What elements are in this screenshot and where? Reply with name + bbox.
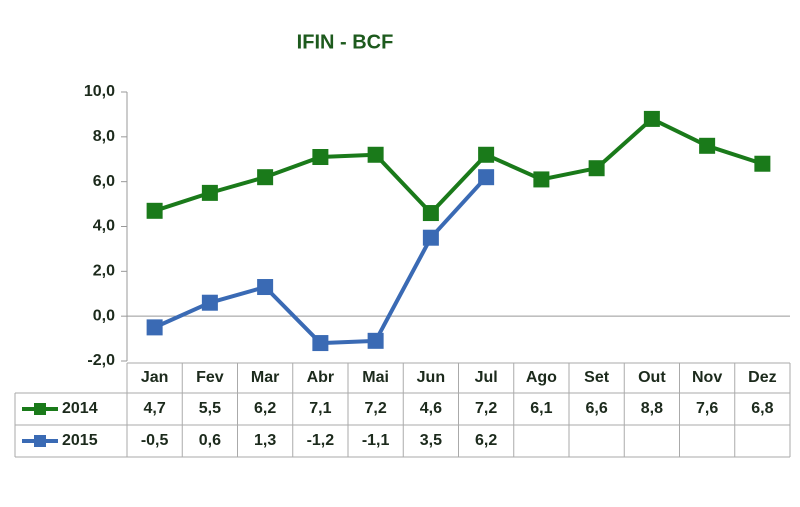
table-value: 4,6 (420, 400, 442, 417)
y-tick-label: -2,0 (87, 352, 115, 369)
table-value: 0,6 (199, 432, 221, 449)
marker (201, 184, 218, 201)
marker (478, 146, 495, 163)
x-tick-label: Ago (526, 369, 557, 386)
marker (146, 202, 163, 219)
series-line (154, 116, 763, 216)
y-tick-label: 10,0 (84, 83, 115, 100)
table-value: 6,2 (254, 400, 276, 417)
table-value: 6,8 (751, 400, 773, 417)
marker (312, 149, 329, 166)
x-tick-label: Mai (362, 369, 389, 386)
table-value: 6,1 (530, 400, 552, 417)
marker (312, 335, 329, 352)
table-value: 7,1 (309, 400, 331, 417)
marker (201, 294, 218, 311)
marker (643, 110, 660, 127)
x-tick-label: Fev (196, 369, 224, 386)
marker (367, 146, 384, 163)
x-tick-label: Set (584, 369, 610, 386)
x-tick-label: Dez (748, 369, 776, 386)
x-tick-label: Jul (475, 369, 498, 386)
marker (533, 171, 550, 188)
y-tick-label: 2,0 (93, 263, 115, 280)
marker (422, 205, 439, 222)
x-tick-label: Jan (141, 369, 169, 386)
y-tick-label: 6,0 (93, 173, 115, 190)
table-value: -1,2 (307, 432, 335, 449)
marker (257, 279, 274, 296)
table-value: 6,6 (586, 400, 608, 417)
legend-marker (34, 435, 46, 447)
legend-label: 2014 (62, 400, 98, 417)
table-value: 7,2 (475, 400, 497, 417)
table-value: -0,5 (141, 432, 169, 449)
marker (754, 155, 771, 172)
series-line (153, 175, 488, 346)
table-value: 7,2 (365, 400, 387, 417)
table-value: 8,8 (641, 400, 663, 417)
marker (422, 229, 439, 246)
table-value: -1,1 (362, 432, 390, 449)
legend-label: 2015 (62, 432, 98, 449)
x-tick-label: Mar (251, 369, 279, 386)
marker (257, 169, 274, 186)
table-value: 4,7 (144, 400, 166, 417)
marker (146, 319, 163, 336)
table-value: 5,5 (199, 400, 221, 417)
x-tick-label: Out (638, 369, 666, 386)
marker (699, 137, 716, 154)
x-tick-label: Abr (307, 369, 335, 386)
y-tick-label: 8,0 (93, 128, 115, 145)
x-tick-label: Nov (692, 369, 722, 386)
chart-title: IFIN - BCF (297, 31, 394, 53)
y-tick-label: 4,0 (93, 218, 115, 235)
legend-marker (34, 403, 46, 415)
table-value: 6,2 (475, 432, 497, 449)
marker (588, 160, 605, 177)
table-value: 1,3 (254, 432, 276, 449)
marker (478, 169, 495, 186)
marker (367, 332, 384, 349)
table-value: 7,6 (696, 400, 718, 417)
y-tick-label: 0,0 (93, 307, 115, 324)
x-tick-label: Jun (417, 369, 445, 386)
table-value: 3,5 (420, 432, 442, 449)
